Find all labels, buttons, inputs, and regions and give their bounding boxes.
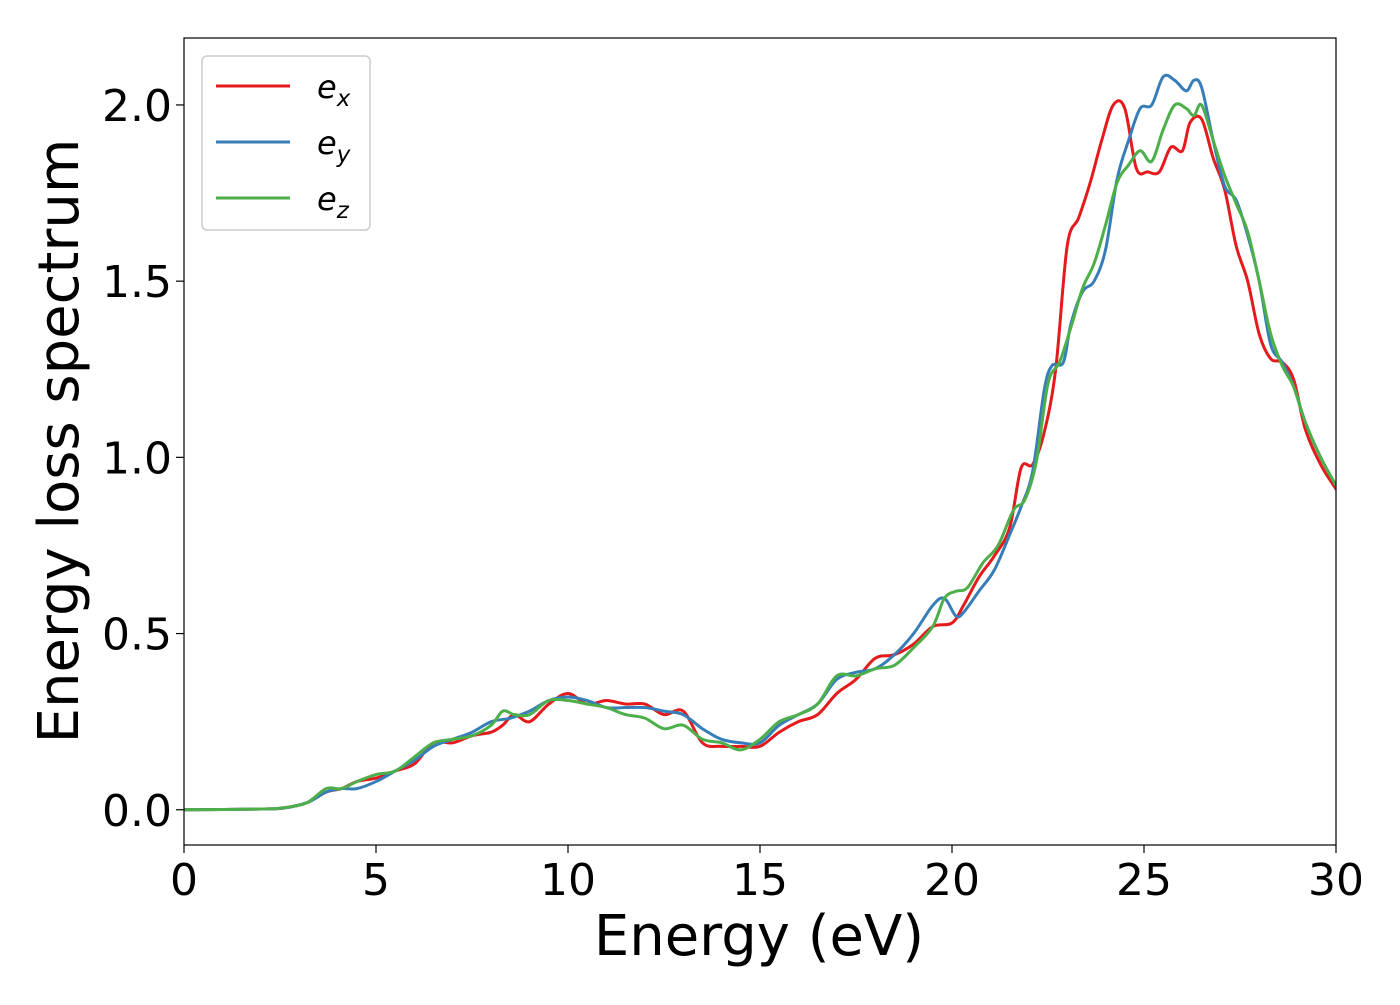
plot-frame [183, 37, 1337, 846]
legend-label-base: e [317, 68, 337, 106]
legend-label-subscript: z [336, 198, 350, 224]
series-layer [184, 73, 1336, 812]
x-tick-label: 5 [362, 855, 390, 906]
y-tick-label: 1.0 [102, 433, 172, 484]
legend-label-base: e [317, 180, 337, 218]
frame-layer [183, 37, 1337, 846]
y-tick-label: 1.5 [102, 257, 172, 308]
y-axis-title: Energy loss spectrum [27, 139, 92, 744]
axes-layer: 0 5 10 15 20 25 30 0.0 0.5 1.0 1.5 2.0 [102, 81, 1364, 906]
y-tick-label: 2.0 [102, 81, 172, 132]
series-line-e-y [184, 73, 1336, 812]
x-axis-title: Energy (eV) [594, 904, 924, 969]
x-tick-label: 10 [540, 855, 596, 906]
x-tick-label: 0 [170, 855, 198, 906]
x-tick-label: 20 [924, 855, 980, 906]
y-tick-label: 0.5 [102, 610, 172, 661]
legend-label: ez [317, 180, 350, 224]
legend-label: ey [317, 124, 351, 168]
legend-label-subscript: y [336, 142, 351, 168]
series-line-e-z [184, 102, 1336, 812]
x-tick-label: 30 [1308, 855, 1364, 906]
y-tick-label: 0.0 [102, 786, 172, 837]
legend-label: ex [317, 68, 351, 112]
x-tick-label: 25 [1116, 855, 1172, 906]
x-tick-label: 15 [732, 855, 788, 906]
legend-label-subscript: x [336, 86, 351, 112]
legend-label-base: e [317, 124, 337, 162]
